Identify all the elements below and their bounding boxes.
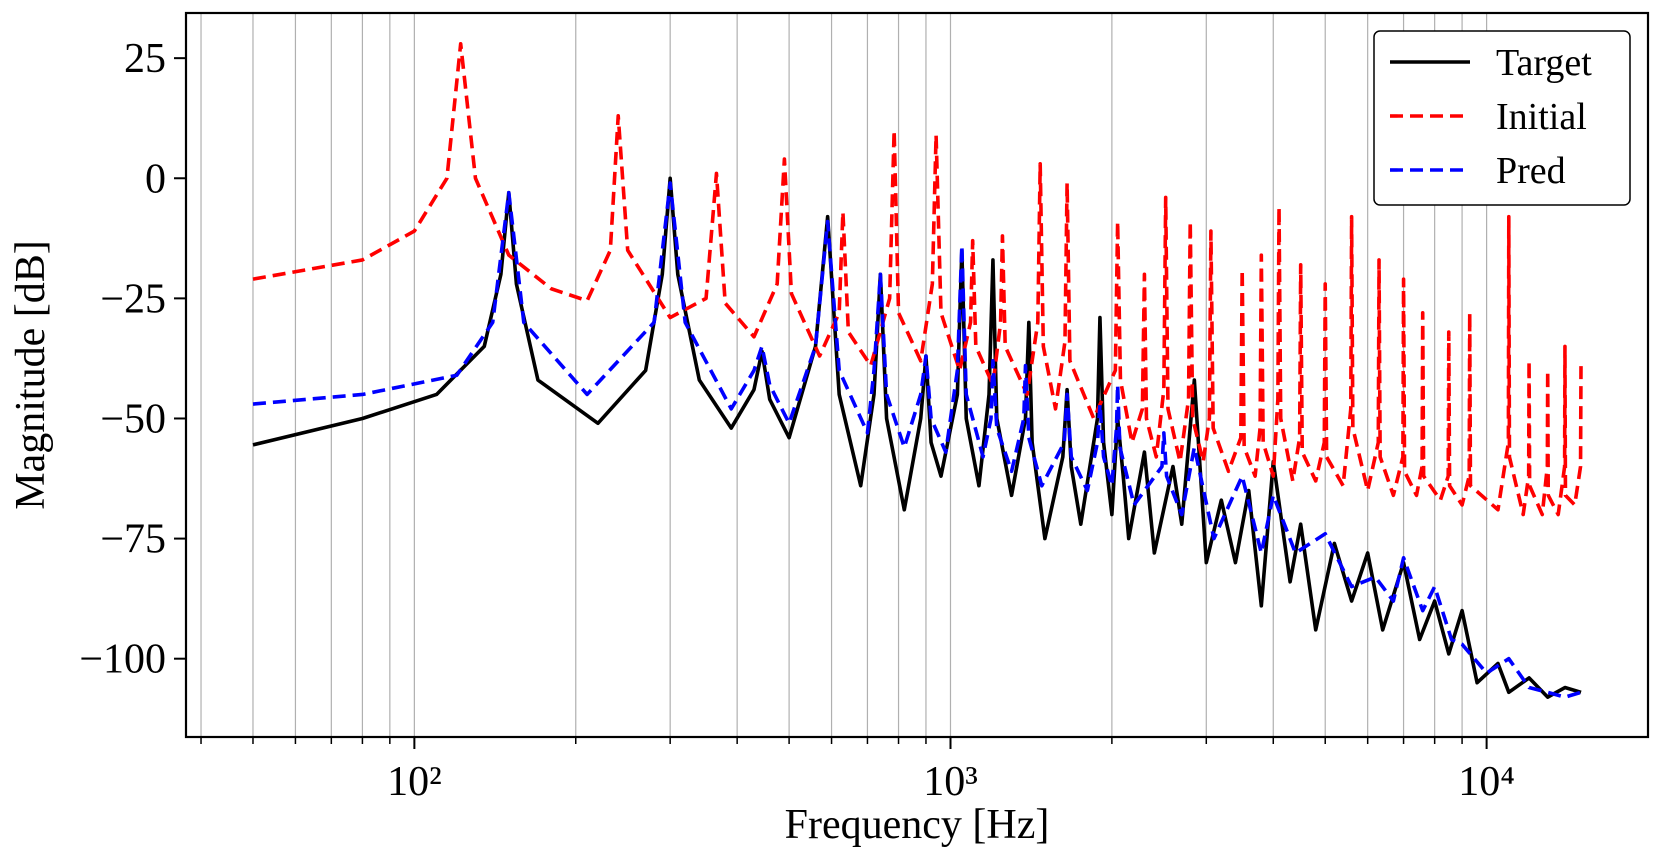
series-line bbox=[252, 181, 1582, 699]
series-line bbox=[252, 41, 1583, 517]
x-tick-label: 10² bbox=[387, 759, 442, 805]
plot-frame bbox=[184, 11, 1650, 739]
y-tick-label: 25 bbox=[124, 36, 166, 82]
legend-label: Target bbox=[1496, 42, 1592, 84]
series-line bbox=[252, 176, 1582, 699]
x-tick-label: 10⁴ bbox=[1458, 759, 1515, 805]
x-tick-label: 10³ bbox=[923, 759, 978, 805]
legend-label: Initial bbox=[1496, 96, 1587, 138]
y-axis-label: Magnitude [dB] bbox=[8, 240, 54, 509]
y-tick-label: −75 bbox=[100, 517, 166, 563]
y-tick-label: 0 bbox=[145, 156, 166, 202]
y-tick-label: −50 bbox=[100, 396, 166, 442]
y-tick-label: −100 bbox=[79, 637, 166, 683]
x-axis-label: Frequency [Hz] bbox=[785, 802, 1050, 848]
legend-box bbox=[1373, 30, 1631, 206]
legend-label: Pred bbox=[1496, 150, 1566, 192]
y-tick-label: −25 bbox=[100, 276, 166, 322]
